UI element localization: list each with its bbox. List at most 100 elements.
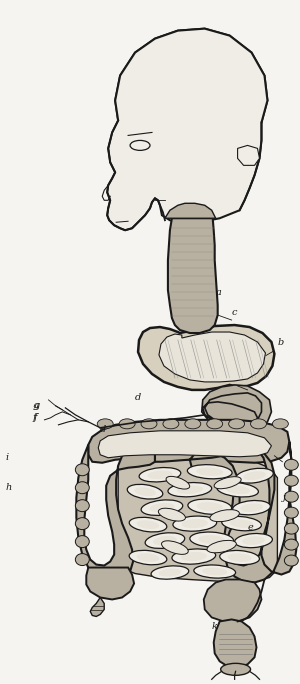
Ellipse shape	[214, 477, 241, 489]
Ellipse shape	[220, 551, 260, 565]
Polygon shape	[238, 146, 260, 166]
Ellipse shape	[222, 516, 261, 531]
Ellipse shape	[182, 519, 208, 528]
Ellipse shape	[240, 503, 263, 512]
Ellipse shape	[188, 499, 232, 514]
Ellipse shape	[161, 541, 188, 554]
Ellipse shape	[148, 471, 172, 479]
Polygon shape	[76, 445, 155, 579]
Ellipse shape	[177, 486, 203, 494]
Ellipse shape	[188, 464, 232, 479]
Polygon shape	[118, 460, 278, 581]
Ellipse shape	[168, 483, 212, 497]
Text: g: g	[34, 401, 40, 410]
Text: j: j	[282, 492, 285, 501]
Text: c: c	[232, 308, 237, 317]
Ellipse shape	[181, 552, 207, 561]
Ellipse shape	[75, 500, 89, 512]
Ellipse shape	[207, 540, 236, 553]
Ellipse shape	[75, 482, 89, 494]
Ellipse shape	[145, 533, 185, 549]
Ellipse shape	[199, 535, 225, 544]
Ellipse shape	[153, 536, 177, 545]
Ellipse shape	[221, 663, 250, 675]
Ellipse shape	[207, 419, 223, 429]
Text: d: d	[100, 425, 106, 434]
Ellipse shape	[158, 508, 185, 521]
Ellipse shape	[129, 517, 167, 532]
Ellipse shape	[196, 502, 223, 511]
Ellipse shape	[230, 519, 254, 528]
Ellipse shape	[284, 555, 298, 566]
Ellipse shape	[284, 507, 298, 518]
Ellipse shape	[75, 518, 89, 529]
Polygon shape	[115, 29, 268, 162]
Ellipse shape	[134, 487, 156, 496]
Ellipse shape	[196, 467, 223, 476]
Ellipse shape	[141, 419, 157, 429]
Ellipse shape	[185, 419, 201, 429]
Polygon shape	[159, 332, 266, 382]
Ellipse shape	[141, 500, 183, 516]
Ellipse shape	[137, 553, 159, 562]
Ellipse shape	[250, 419, 266, 429]
Polygon shape	[107, 29, 268, 231]
Ellipse shape	[97, 419, 113, 429]
Ellipse shape	[129, 551, 167, 565]
Ellipse shape	[202, 568, 227, 575]
Ellipse shape	[119, 419, 135, 429]
Ellipse shape	[151, 566, 189, 579]
Ellipse shape	[217, 482, 258, 497]
Ellipse shape	[166, 476, 190, 489]
Polygon shape	[165, 203, 216, 218]
Ellipse shape	[190, 532, 234, 547]
Ellipse shape	[159, 568, 181, 577]
Ellipse shape	[225, 486, 250, 494]
Ellipse shape	[243, 471, 266, 480]
Ellipse shape	[284, 459, 298, 470]
Text: k: k	[212, 622, 218, 631]
Ellipse shape	[75, 464, 89, 476]
Ellipse shape	[284, 539, 298, 550]
Text: f: f	[34, 413, 37, 422]
Ellipse shape	[284, 523, 298, 534]
Polygon shape	[86, 568, 134, 599]
Ellipse shape	[233, 501, 270, 515]
Text: b: b	[278, 338, 284, 347]
Ellipse shape	[235, 534, 272, 548]
Ellipse shape	[284, 475, 298, 486]
Polygon shape	[155, 442, 296, 583]
Polygon shape	[90, 598, 104, 616]
Ellipse shape	[236, 469, 273, 483]
Ellipse shape	[163, 419, 179, 429]
Ellipse shape	[139, 468, 181, 482]
Text: h: h	[6, 483, 12, 492]
Polygon shape	[88, 420, 290, 463]
Ellipse shape	[242, 536, 265, 545]
Ellipse shape	[272, 419, 288, 429]
Ellipse shape	[127, 484, 163, 499]
Ellipse shape	[173, 516, 217, 531]
Ellipse shape	[75, 553, 89, 566]
Ellipse shape	[228, 553, 251, 562]
Polygon shape	[98, 431, 272, 458]
Ellipse shape	[75, 536, 89, 548]
Text: e: e	[248, 523, 253, 531]
Text: i: i	[6, 453, 9, 462]
Polygon shape	[214, 620, 256, 668]
Text: g: g	[32, 401, 39, 410]
Ellipse shape	[149, 503, 174, 512]
Ellipse shape	[194, 565, 236, 578]
Text: f: f	[32, 413, 36, 422]
Ellipse shape	[210, 510, 239, 522]
Polygon shape	[168, 218, 218, 333]
Polygon shape	[138, 325, 274, 390]
Ellipse shape	[172, 549, 216, 564]
Ellipse shape	[229, 419, 244, 429]
Text: a: a	[216, 288, 222, 297]
Text: d: d	[135, 393, 141, 402]
Ellipse shape	[137, 521, 159, 529]
Polygon shape	[204, 579, 262, 622]
Ellipse shape	[284, 491, 298, 502]
Polygon shape	[202, 385, 272, 430]
